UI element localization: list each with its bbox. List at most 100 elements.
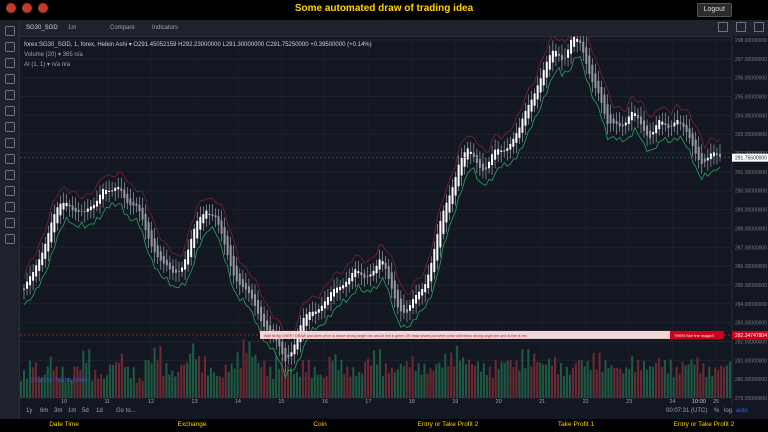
candle-body — [673, 122, 676, 127]
volume-bar — [456, 345, 459, 398]
volume-bar — [106, 375, 109, 398]
range-1y[interactable]: 1y — [26, 408, 33, 414]
candle-body — [652, 131, 655, 135]
crosshair-icon[interactable] — [4, 26, 15, 36]
volume-bar — [203, 356, 207, 398]
range-6m[interactable]: 6m — [40, 408, 49, 414]
volume-bar — [628, 369, 631, 398]
volume-bar — [370, 365, 373, 398]
candle-body — [408, 305, 411, 311]
prediction-icon[interactable] — [4, 122, 15, 132]
logout-button[interactable]: Logout — [696, 3, 732, 17]
trendline-icon[interactable] — [4, 42, 15, 52]
candle-body — [38, 259, 41, 271]
camera-icon[interactable] — [754, 22, 764, 32]
logo-icon — [6, 3, 16, 13]
goto-button[interactable]: Go to... — [116, 408, 136, 414]
chart-widget[interactable]: SG30_SGD 1m Compare Indicators 298.00000… — [0, 20, 768, 419]
candle-body — [68, 204, 71, 207]
candle-body — [703, 158, 706, 163]
candle-body — [278, 336, 281, 347]
symbol-search[interactable]: SG30_SGD — [26, 25, 58, 31]
price-tick-label: 281.00000000 — [735, 358, 767, 364]
volume-bar — [631, 356, 634, 398]
candle-body — [530, 99, 533, 112]
candle-body — [573, 36, 576, 47]
fib-icon[interactable] — [4, 58, 15, 68]
candle-body — [223, 227, 226, 245]
chart-legend: forex:SG30_SGD, 1, forex, Heikin Ashi ▾ … — [24, 41, 372, 71]
volume-bar — [542, 364, 545, 398]
volume-bar — [292, 374, 296, 398]
volume-bar — [40, 377, 43, 398]
volume-bar — [325, 376, 328, 398]
volume-bar — [678, 374, 681, 398]
auto-toggle[interactable]: auto — [736, 408, 748, 414]
range-1m[interactable]: 1m — [68, 408, 77, 414]
magnet-icon[interactable] — [4, 186, 15, 196]
ruler-icon[interactable] — [4, 154, 15, 164]
zoom-icon[interactable] — [4, 170, 15, 180]
volume-bar — [156, 359, 159, 398]
arrow-icon[interactable] — [4, 138, 15, 148]
candle-body — [80, 210, 83, 212]
ai-legend: AI (1, 1) ▾ n/a n/a — [24, 62, 71, 68]
volume-bar — [254, 354, 257, 398]
compare-button[interactable]: Compare — [110, 25, 135, 31]
range-1d[interactable]: 1d — [96, 408, 103, 414]
fullscreen-icon[interactable] — [736, 22, 746, 32]
volume-bar — [251, 356, 254, 398]
volume-bar — [144, 360, 147, 398]
volume-bar — [343, 374, 346, 398]
candle-body — [685, 124, 688, 132]
time-tick-label: 15 — [278, 399, 284, 405]
lock-icon[interactable] — [4, 202, 15, 212]
candle-body — [618, 122, 621, 127]
volume-bar — [393, 372, 396, 398]
candle-body — [77, 209, 80, 212]
candle-body — [47, 233, 50, 252]
interval-select[interactable]: 1m — [68, 25, 77, 31]
candle-body — [396, 289, 399, 308]
text-icon[interactable] — [4, 90, 15, 100]
candle-body — [430, 262, 433, 282]
pattern-icon[interactable] — [4, 106, 15, 116]
volume-bar — [414, 371, 417, 398]
candle-body — [457, 164, 460, 187]
candle-body — [606, 104, 609, 125]
indicators-button[interactable]: Indicators — [152, 25, 179, 31]
candle-body — [387, 265, 390, 279]
price-tick-label: 289.00000000 — [735, 208, 767, 214]
volume-bar — [289, 367, 293, 398]
candle-body — [114, 187, 117, 191]
candle-body — [506, 148, 509, 151]
candle-body — [74, 207, 77, 212]
candle-body — [412, 299, 415, 308]
brush-icon[interactable] — [4, 74, 15, 84]
footer-coin: Coin — [313, 421, 327, 428]
volume-bar — [236, 352, 239, 398]
price-chart[interactable]: 298.00000000 297.00000000 296.00000000 295.… — [20, 36, 768, 405]
volume-bar — [562, 375, 565, 398]
candle-body — [232, 255, 235, 276]
settings-icon[interactable] — [718, 22, 728, 32]
footer-tp1: Take Profit 1 — [557, 421, 595, 428]
trash-icon[interactable] — [4, 234, 15, 244]
candle-body — [314, 311, 317, 314]
eye-icon[interactable] — [4, 218, 15, 228]
price-tick-label: 283.00000000 — [735, 321, 767, 327]
volume-bar — [565, 366, 568, 398]
log-toggle[interactable]: log — [724, 408, 733, 414]
percent-toggle[interactable]: % — [714, 408, 720, 414]
volume-bar — [358, 371, 361, 398]
range-5d[interactable]: 5d — [82, 408, 89, 414]
candle-body — [226, 235, 229, 256]
price-tick-label: 297.00000000 — [735, 57, 767, 63]
volume-bar — [52, 370, 55, 398]
ai-line-red — [23, 36, 721, 341]
volume-bar — [470, 363, 474, 398]
candle-body — [217, 216, 220, 225]
volume-bar — [88, 349, 91, 398]
range-3m[interactable]: 3m — [54, 408, 63, 414]
volume-bar — [405, 361, 408, 398]
